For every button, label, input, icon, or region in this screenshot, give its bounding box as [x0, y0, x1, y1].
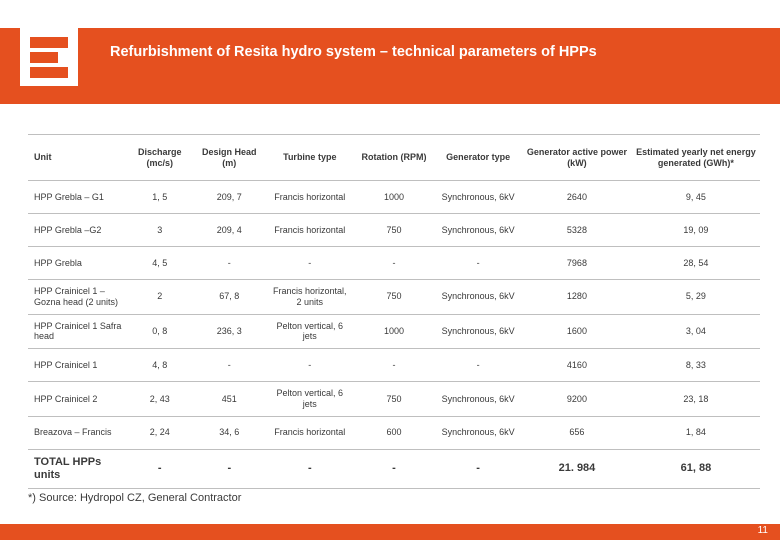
- table-cell: 236, 3: [193, 314, 266, 349]
- table-cell: 2, 24: [127, 416, 193, 449]
- table-row: HPP Grebla4, 5----796828, 54: [28, 247, 760, 280]
- table-cell: -: [193, 449, 266, 488]
- table-cell: Synchronous, 6kV: [434, 314, 522, 349]
- table-cell: 9, 45: [632, 181, 760, 214]
- page-number: 11: [758, 525, 768, 536]
- page-title: Refurbishment of Resita hydro system – t…: [110, 44, 597, 60]
- table-cell: Synchronous, 6kV: [434, 280, 522, 315]
- table-cell: 750: [354, 382, 435, 417]
- table-row: HPP Crainicel 1 – Gozna head (2 units)26…: [28, 280, 760, 315]
- table-cell: 451: [193, 382, 266, 417]
- col-header: Generator type: [434, 135, 522, 181]
- table-cell: 1280: [522, 280, 632, 315]
- table-cell: 750: [354, 280, 435, 315]
- table-cell: 5, 29: [632, 280, 760, 315]
- table-row: Breazova – Francis2, 2434, 6Francis hori…: [28, 416, 760, 449]
- table-cell: 4160: [522, 349, 632, 382]
- table-cell: 2: [127, 280, 193, 315]
- table-cell: 34, 6: [193, 416, 266, 449]
- table-cell: 9200: [522, 382, 632, 417]
- table-cell: 28, 54: [632, 247, 760, 280]
- table-cell: 750: [354, 214, 435, 247]
- table-cell: 1000: [354, 181, 435, 214]
- table-cell: 23, 18: [632, 382, 760, 417]
- table-cell: -: [354, 247, 435, 280]
- table-cell: -: [127, 449, 193, 488]
- table-cell: 8, 33: [632, 349, 760, 382]
- table-cell: Francis horizontal, 2 units: [266, 280, 354, 315]
- table-cell: HPP Crainicel 1: [28, 349, 127, 382]
- table-cell: 1600: [522, 314, 632, 349]
- table-cell: Synchronous, 6kV: [434, 214, 522, 247]
- parameters-table: Unit Discharge (mc/s) Design Head (m) Tu…: [28, 134, 760, 489]
- table-cell: 2640: [522, 181, 632, 214]
- table-cell: 21. 984: [522, 449, 632, 488]
- col-header: Discharge (mc/s): [127, 135, 193, 181]
- footnote: *) Source: Hydropol CZ, General Contract…: [28, 492, 241, 504]
- table-cell: Synchronous, 6kV: [434, 416, 522, 449]
- table-row: HPP Grebla – G11, 5209, 7Francis horizon…: [28, 181, 760, 214]
- table-cell: Pelton vertical, 6 jets: [266, 382, 354, 417]
- col-header: Design Head (m): [193, 135, 266, 181]
- table-cell: HPP Grebla: [28, 247, 127, 280]
- table-row: HPP Crainicel 1 Safra head0, 8236, 3Pelt…: [28, 314, 760, 349]
- table-cell: Francis horizontal: [266, 416, 354, 449]
- table-cell: 4, 8: [127, 349, 193, 382]
- table-cell: HPP Grebla – G1: [28, 181, 127, 214]
- table-cell: 600: [354, 416, 435, 449]
- header-bar: [0, 28, 780, 104]
- table-cell: HPP Crainicel 1 Safra head: [28, 314, 127, 349]
- table-cell: Pelton vertical, 6 jets: [266, 314, 354, 349]
- table-cell: HPP Crainicel 1 – Gozna head (2 units): [28, 280, 127, 315]
- table-cell: 3, 04: [632, 314, 760, 349]
- table-row: HPP Crainicel 22, 43451Pelton vertical, …: [28, 382, 760, 417]
- table-cell: TOTAL HPPs units: [28, 449, 127, 488]
- col-header: Turbine type: [266, 135, 354, 181]
- table-cell: HPP Crainicel 2: [28, 382, 127, 417]
- table-cell: 209, 7: [193, 181, 266, 214]
- table-cell: -: [354, 449, 435, 488]
- table-cell: -: [434, 449, 522, 488]
- table-cell: Synchronous, 6kV: [434, 382, 522, 417]
- table-cell: Synchronous, 6kV: [434, 181, 522, 214]
- table-cell: 19, 09: [632, 214, 760, 247]
- table-cell: -: [266, 349, 354, 382]
- table-cell: 1, 5: [127, 181, 193, 214]
- table-cell: 656: [522, 416, 632, 449]
- table-cell: Francis horizontal: [266, 181, 354, 214]
- logo: [20, 28, 78, 86]
- table-total-row: TOTAL HPPs units-----21. 98461, 88: [28, 449, 760, 488]
- table-cell: 0, 8: [127, 314, 193, 349]
- table-cell: -: [193, 349, 266, 382]
- table-cell: 3: [127, 214, 193, 247]
- table-cell: -: [266, 247, 354, 280]
- table-cell: 209, 4: [193, 214, 266, 247]
- table-cell: -: [266, 449, 354, 488]
- table-cell: 5328: [522, 214, 632, 247]
- table-row: HPP Grebla –G23209, 4Francis horizontal7…: [28, 214, 760, 247]
- footer-bar: 11: [0, 524, 780, 540]
- table-cell: -: [434, 349, 522, 382]
- table-cell: HPP Grebla –G2: [28, 214, 127, 247]
- col-header: Unit: [28, 135, 127, 181]
- table-cell: 1, 84: [632, 416, 760, 449]
- table-header-row: Unit Discharge (mc/s) Design Head (m) Tu…: [28, 135, 760, 181]
- table-cell: -: [434, 247, 522, 280]
- table-cell: -: [193, 247, 266, 280]
- table-cell: 2, 43: [127, 382, 193, 417]
- table-cell: 4, 5: [127, 247, 193, 280]
- table-cell: 1000: [354, 314, 435, 349]
- table-row: HPP Crainicel 14, 8----41608, 33: [28, 349, 760, 382]
- table-cell: Breazova – Francis: [28, 416, 127, 449]
- table-cell: -: [354, 349, 435, 382]
- table-cell: 61, 88: [632, 449, 760, 488]
- table-cell: 67, 8: [193, 280, 266, 315]
- col-header: Estimated yearly net energy generated (G…: [632, 135, 760, 181]
- table-cell: Francis horizontal: [266, 214, 354, 247]
- col-header: Rotation (RPM): [354, 135, 435, 181]
- col-header: Generator active power (kW): [522, 135, 632, 181]
- table-cell: 7968: [522, 247, 632, 280]
